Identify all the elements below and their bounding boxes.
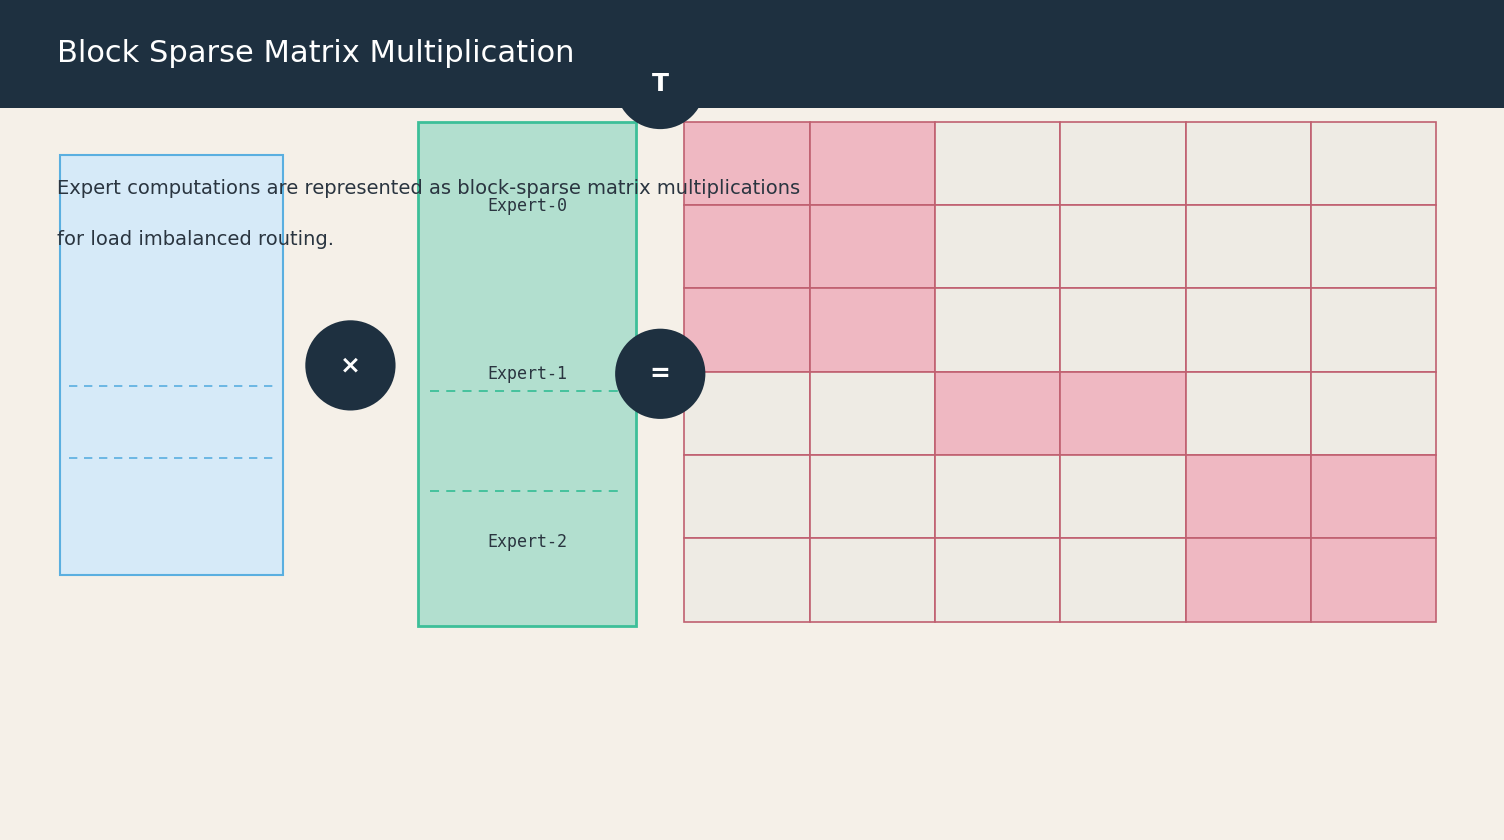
FancyBboxPatch shape [684, 455, 809, 538]
FancyBboxPatch shape [935, 538, 1060, 622]
FancyBboxPatch shape [1060, 288, 1185, 371]
FancyBboxPatch shape [684, 122, 809, 205]
FancyBboxPatch shape [1060, 205, 1185, 288]
FancyBboxPatch shape [1060, 122, 1185, 205]
Text: Expert-1: Expert-1 [487, 365, 567, 383]
FancyBboxPatch shape [1311, 538, 1436, 622]
FancyBboxPatch shape [1185, 122, 1311, 205]
Text: for load imbalanced routing.: for load imbalanced routing. [57, 230, 334, 249]
FancyBboxPatch shape [1311, 455, 1436, 538]
Ellipse shape [305, 320, 396, 411]
FancyBboxPatch shape [1185, 371, 1311, 455]
FancyBboxPatch shape [684, 205, 809, 288]
FancyBboxPatch shape [60, 155, 283, 575]
FancyBboxPatch shape [1311, 122, 1436, 205]
FancyBboxPatch shape [418, 122, 636, 626]
FancyBboxPatch shape [809, 288, 935, 371]
FancyBboxPatch shape [809, 538, 935, 622]
FancyBboxPatch shape [809, 122, 935, 205]
FancyBboxPatch shape [1311, 288, 1436, 371]
FancyBboxPatch shape [0, 0, 1504, 108]
FancyBboxPatch shape [809, 205, 935, 288]
FancyBboxPatch shape [1185, 288, 1311, 371]
FancyBboxPatch shape [1060, 455, 1185, 538]
FancyBboxPatch shape [935, 122, 1060, 205]
FancyBboxPatch shape [935, 371, 1060, 455]
FancyBboxPatch shape [684, 371, 809, 455]
FancyBboxPatch shape [809, 455, 935, 538]
FancyBboxPatch shape [935, 455, 1060, 538]
Ellipse shape [615, 39, 705, 129]
Text: Expert-2: Expert-2 [487, 533, 567, 551]
FancyBboxPatch shape [1185, 538, 1311, 622]
Text: =: = [650, 362, 671, 386]
FancyBboxPatch shape [1185, 205, 1311, 288]
Ellipse shape [615, 328, 705, 419]
Text: Block Sparse Matrix Multiplication: Block Sparse Matrix Multiplication [57, 39, 575, 68]
Text: ×: × [340, 354, 361, 377]
Text: T: T [651, 72, 669, 96]
FancyBboxPatch shape [935, 205, 1060, 288]
Text: Expert-0: Expert-0 [487, 197, 567, 215]
FancyBboxPatch shape [684, 288, 809, 371]
FancyBboxPatch shape [935, 288, 1060, 371]
FancyBboxPatch shape [1311, 205, 1436, 288]
FancyBboxPatch shape [809, 371, 935, 455]
FancyBboxPatch shape [1311, 371, 1436, 455]
FancyBboxPatch shape [684, 538, 809, 622]
FancyBboxPatch shape [1185, 455, 1311, 538]
Text: Expert computations are represented as block-sparse matrix multiplications: Expert computations are represented as b… [57, 180, 800, 198]
FancyBboxPatch shape [1060, 371, 1185, 455]
FancyBboxPatch shape [1060, 538, 1185, 622]
